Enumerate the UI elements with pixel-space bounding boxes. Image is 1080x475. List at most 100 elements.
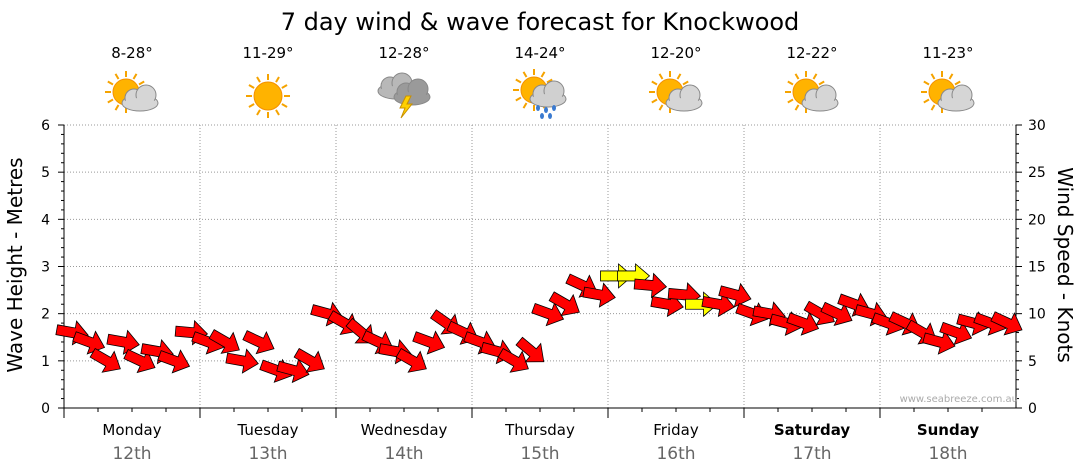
wind-arrow bbox=[276, 358, 310, 384]
sun-disc bbox=[253, 81, 283, 111]
sun-ray bbox=[540, 71, 546, 78]
wind-arrow-shape bbox=[123, 349, 156, 374]
y-axis-right-label: Wind Speed - Knots bbox=[1053, 167, 1077, 363]
sun-ray bbox=[515, 96, 522, 102]
wind-arrow bbox=[718, 282, 752, 308]
day-date-label: 12th bbox=[112, 444, 151, 464]
wind-arrow bbox=[922, 329, 956, 355]
sun-ray bbox=[794, 104, 800, 111]
sun-ray bbox=[923, 80, 930, 86]
sun-ray bbox=[676, 73, 682, 80]
y-tick-right-label: 5 bbox=[1028, 354, 1037, 370]
day-name-label: Friday bbox=[653, 421, 699, 439]
chart-axes: 0 1 2 3 4 5 6 0 5 10 15 20 25 30 bbox=[41, 118, 1046, 418]
wind-arrow-shape bbox=[531, 302, 565, 327]
sun-ray bbox=[682, 80, 689, 86]
wind-arrow-shape bbox=[990, 311, 1023, 336]
wind-arrow-shape bbox=[786, 311, 820, 336]
sun-ray bbox=[248, 103, 255, 108]
temperature-range: 12-28° bbox=[378, 44, 429, 62]
sun-ray bbox=[954, 80, 961, 86]
partly-cloudy-icon bbox=[105, 71, 159, 113]
y-tick-right-label: 10 bbox=[1028, 307, 1046, 323]
wind-arrow-shape bbox=[157, 349, 191, 374]
wind-arrow-shape bbox=[242, 330, 275, 355]
wind-arrow bbox=[123, 349, 156, 374]
day-name-label: Saturday bbox=[774, 421, 851, 439]
partly-cloudy-icon bbox=[649, 71, 703, 113]
wind-arrow bbox=[820, 301, 853, 327]
wind-arrow bbox=[515, 336, 545, 363]
y-tick-left-label: 4 bbox=[41, 212, 50, 228]
y-tick-right-label: 25 bbox=[1028, 165, 1046, 181]
wind-arrow-shape bbox=[939, 320, 973, 346]
thunderstorm-icon bbox=[377, 72, 431, 119]
partly-cloudy-icon bbox=[785, 71, 839, 113]
wind-arrow-shape bbox=[89, 347, 121, 373]
temperature-range: 11-29° bbox=[242, 44, 293, 62]
watermark: www.seabreeze.com.au bbox=[900, 394, 1018, 405]
wind-arrow bbox=[293, 347, 325, 373]
sun-ray bbox=[658, 73, 664, 80]
wind-arrow bbox=[531, 302, 565, 327]
wind-arrow-shape bbox=[497, 347, 529, 373]
y-tick-left-label: 0 bbox=[41, 401, 50, 417]
sun-ray bbox=[281, 103, 288, 108]
temperature-range: 12-20° bbox=[650, 44, 701, 62]
y-tick-left-label: 3 bbox=[41, 260, 50, 276]
y-tick-right-label: 30 bbox=[1028, 118, 1046, 134]
sun-ray bbox=[522, 102, 528, 109]
wind-arrow bbox=[939, 320, 973, 346]
sun-ray bbox=[651, 98, 658, 104]
wind-arrow bbox=[89, 347, 121, 373]
sun-ray bbox=[930, 104, 936, 111]
daily-summary-row: 8-28° 11-29° 12-28° 14-24° 12-20° 12-22° 11-23… bbox=[105, 44, 975, 119]
day-date-label: 14th bbox=[384, 444, 423, 464]
sun-ray bbox=[256, 109, 261, 116]
day-name-label: Tuesday bbox=[236, 421, 298, 439]
cloud-fill bbox=[395, 92, 429, 104]
wind-arrow-shape bbox=[225, 348, 259, 374]
sun-ray bbox=[114, 104, 120, 111]
wind-arrow bbox=[412, 330, 446, 355]
day-date-label: 15th bbox=[520, 444, 559, 464]
sun-ray bbox=[256, 76, 261, 83]
partly-cloudy-icon bbox=[921, 71, 975, 113]
wind-arrow-shape bbox=[548, 291, 580, 317]
wind-arrow-shape bbox=[276, 358, 310, 384]
temperature-range: 8-28° bbox=[111, 44, 153, 62]
sun-ray bbox=[138, 80, 145, 86]
wind-arrow bbox=[225, 348, 259, 374]
wind-arrow-shape bbox=[515, 336, 545, 363]
sun-ray bbox=[818, 80, 825, 86]
sun-ray bbox=[787, 80, 794, 86]
y-axis-left-label: Wave Height - Metres bbox=[3, 157, 27, 372]
wind-arrow bbox=[633, 272, 668, 299]
sun-ray bbox=[794, 73, 800, 80]
wind-arrow bbox=[990, 311, 1023, 336]
y-tick-right-label: 0 bbox=[1028, 401, 1037, 417]
y-tick-left-label: 5 bbox=[41, 165, 50, 181]
wind-arrow-shape bbox=[701, 291, 735, 318]
rain-drop bbox=[544, 107, 548, 113]
sun-ray bbox=[107, 98, 114, 104]
rain-drop bbox=[540, 113, 544, 119]
lightning-bolt bbox=[399, 95, 414, 119]
sun-ray bbox=[930, 73, 936, 80]
day-name-label: Monday bbox=[102, 421, 161, 439]
sun-ray bbox=[658, 104, 664, 111]
sun-ray bbox=[107, 80, 114, 86]
rain-drop bbox=[548, 113, 552, 119]
sun-showers-icon bbox=[513, 69, 567, 119]
sun-ray bbox=[812, 73, 818, 80]
wind-arrow bbox=[582, 282, 616, 308]
wind-arrow-shape bbox=[412, 330, 446, 355]
y-tick-right-label: 20 bbox=[1028, 212, 1046, 228]
day-date-label: 13th bbox=[248, 444, 287, 464]
chart-title: 7 day wind & wave forecast for Knockwood bbox=[281, 8, 800, 36]
wind-arrow bbox=[106, 329, 140, 355]
sun-ray bbox=[114, 73, 120, 80]
wind-arrow bbox=[242, 330, 275, 355]
